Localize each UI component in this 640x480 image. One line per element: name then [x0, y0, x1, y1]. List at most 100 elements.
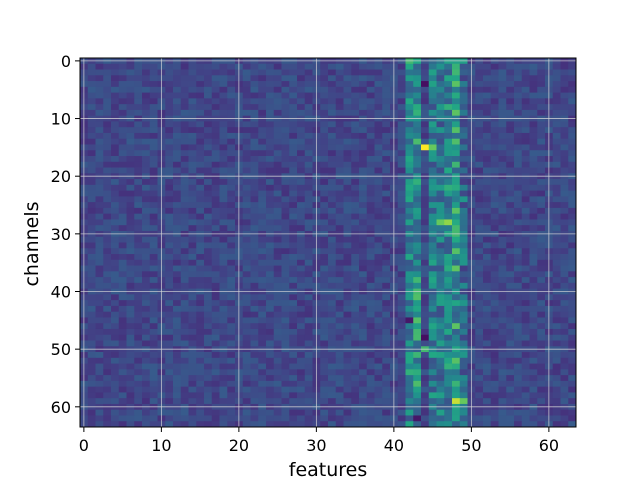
heatmap-cell [204, 277, 213, 284]
heatmap-cell [95, 207, 104, 215]
heatmap-cell [250, 104, 259, 111]
heatmap-cell [196, 225, 205, 232]
heatmap-cell [506, 132, 515, 140]
heatmap-cell [297, 156, 306, 163]
heatmap-cell [537, 305, 546, 313]
heatmap-cell [436, 202, 445, 209]
heatmap-cell [258, 415, 267, 422]
heatmap-cell [421, 86, 430, 93]
heatmap-cell [382, 167, 391, 174]
heatmap-cell [343, 386, 352, 393]
heatmap-cell [436, 184, 445, 192]
heatmap-cell [87, 236, 96, 243]
heatmap-cell [560, 202, 569, 209]
heatmap-cell [529, 421, 538, 428]
heatmap-cell [281, 305, 290, 313]
heatmap-cell [359, 86, 368, 93]
heatmap-cell [165, 86, 174, 93]
heatmap-cell [87, 92, 96, 99]
heatmap-cell [560, 75, 569, 82]
heatmap-cell [126, 150, 135, 157]
heatmap-cell [180, 202, 189, 209]
heatmap-cell [87, 225, 96, 232]
heatmap-cell [118, 363, 127, 370]
heatmap-cell [273, 294, 282, 301]
heatmap-cell [180, 161, 189, 168]
heatmap-cell [444, 184, 453, 192]
heatmap-cell [289, 98, 298, 105]
heatmap-cell [289, 161, 298, 168]
heatmap-cell [204, 63, 213, 70]
heatmap-cell [459, 75, 468, 82]
heatmap-cell [397, 213, 406, 220]
heatmap-cell [413, 104, 422, 111]
heatmap-cell [537, 392, 546, 399]
heatmap-cell [149, 196, 158, 203]
heatmap-cell [428, 265, 437, 272]
heatmap-cell [297, 161, 306, 168]
heatmap-cell [173, 375, 182, 382]
heatmap-cell [514, 207, 523, 215]
heatmap-cell [560, 81, 569, 88]
heatmap-cell [405, 219, 414, 226]
heatmap-cell [537, 421, 546, 428]
heatmap-cell [227, 213, 236, 220]
heatmap-cell [320, 323, 329, 330]
heatmap-cell [173, 92, 182, 99]
heatmap-cell [219, 415, 228, 422]
heatmap-cell [421, 259, 430, 266]
heatmap-cell [483, 161, 492, 168]
heatmap-cell [475, 184, 484, 192]
heatmap-cell [560, 282, 569, 290]
heatmap-cell [382, 357, 391, 364]
heatmap-cell [335, 161, 344, 168]
heatmap-cell [289, 357, 298, 364]
heatmap-cell [351, 380, 360, 388]
heatmap-cell [483, 127, 492, 134]
heatmap-cell [514, 271, 523, 278]
heatmap-cell [405, 265, 414, 272]
heatmap-cell [111, 271, 120, 278]
heatmap-cell [219, 156, 228, 163]
heatmap-cell [521, 328, 530, 336]
heatmap-cell [297, 398, 306, 405]
heatmap-cell [149, 305, 158, 313]
heatmap-cell [359, 179, 368, 186]
heatmap-cell [366, 311, 375, 318]
heatmap-cell [165, 311, 174, 318]
heatmap-cell [537, 179, 546, 186]
heatmap-cell [413, 259, 422, 266]
heatmap-cell [498, 184, 507, 192]
heatmap-cell [297, 409, 306, 416]
heatmap-cell [320, 86, 329, 93]
heatmap-cell [343, 207, 352, 215]
heatmap-cell [258, 352, 267, 359]
heatmap-cell [452, 328, 461, 336]
heatmap-cell [335, 156, 344, 163]
heatmap-cell [273, 190, 282, 197]
heatmap-cell [165, 144, 174, 151]
heatmap-cell [180, 352, 189, 359]
heatmap-cell [227, 277, 236, 284]
heatmap-cell [459, 317, 468, 324]
heatmap-cell [328, 254, 337, 261]
heatmap-cell [514, 92, 523, 99]
heatmap-cell [273, 282, 282, 290]
heatmap-cell [483, 104, 492, 111]
heatmap-cell [397, 254, 406, 261]
heatmap-cell [219, 294, 228, 301]
heatmap-cell [103, 375, 112, 382]
heatmap-cell [173, 421, 182, 428]
heatmap-cell [250, 409, 259, 416]
heatmap-cell [537, 190, 546, 197]
heatmap-cell [560, 375, 569, 382]
heatmap-cell [459, 132, 468, 140]
heatmap-cell [537, 202, 546, 209]
heatmap-cell [242, 150, 251, 157]
heatmap-cell [242, 225, 251, 232]
heatmap-cell [335, 86, 344, 93]
heatmap-cell [180, 369, 189, 376]
heatmap-cell [95, 271, 104, 278]
heatmap-cell [142, 69, 151, 76]
heatmap-cell [227, 271, 236, 278]
